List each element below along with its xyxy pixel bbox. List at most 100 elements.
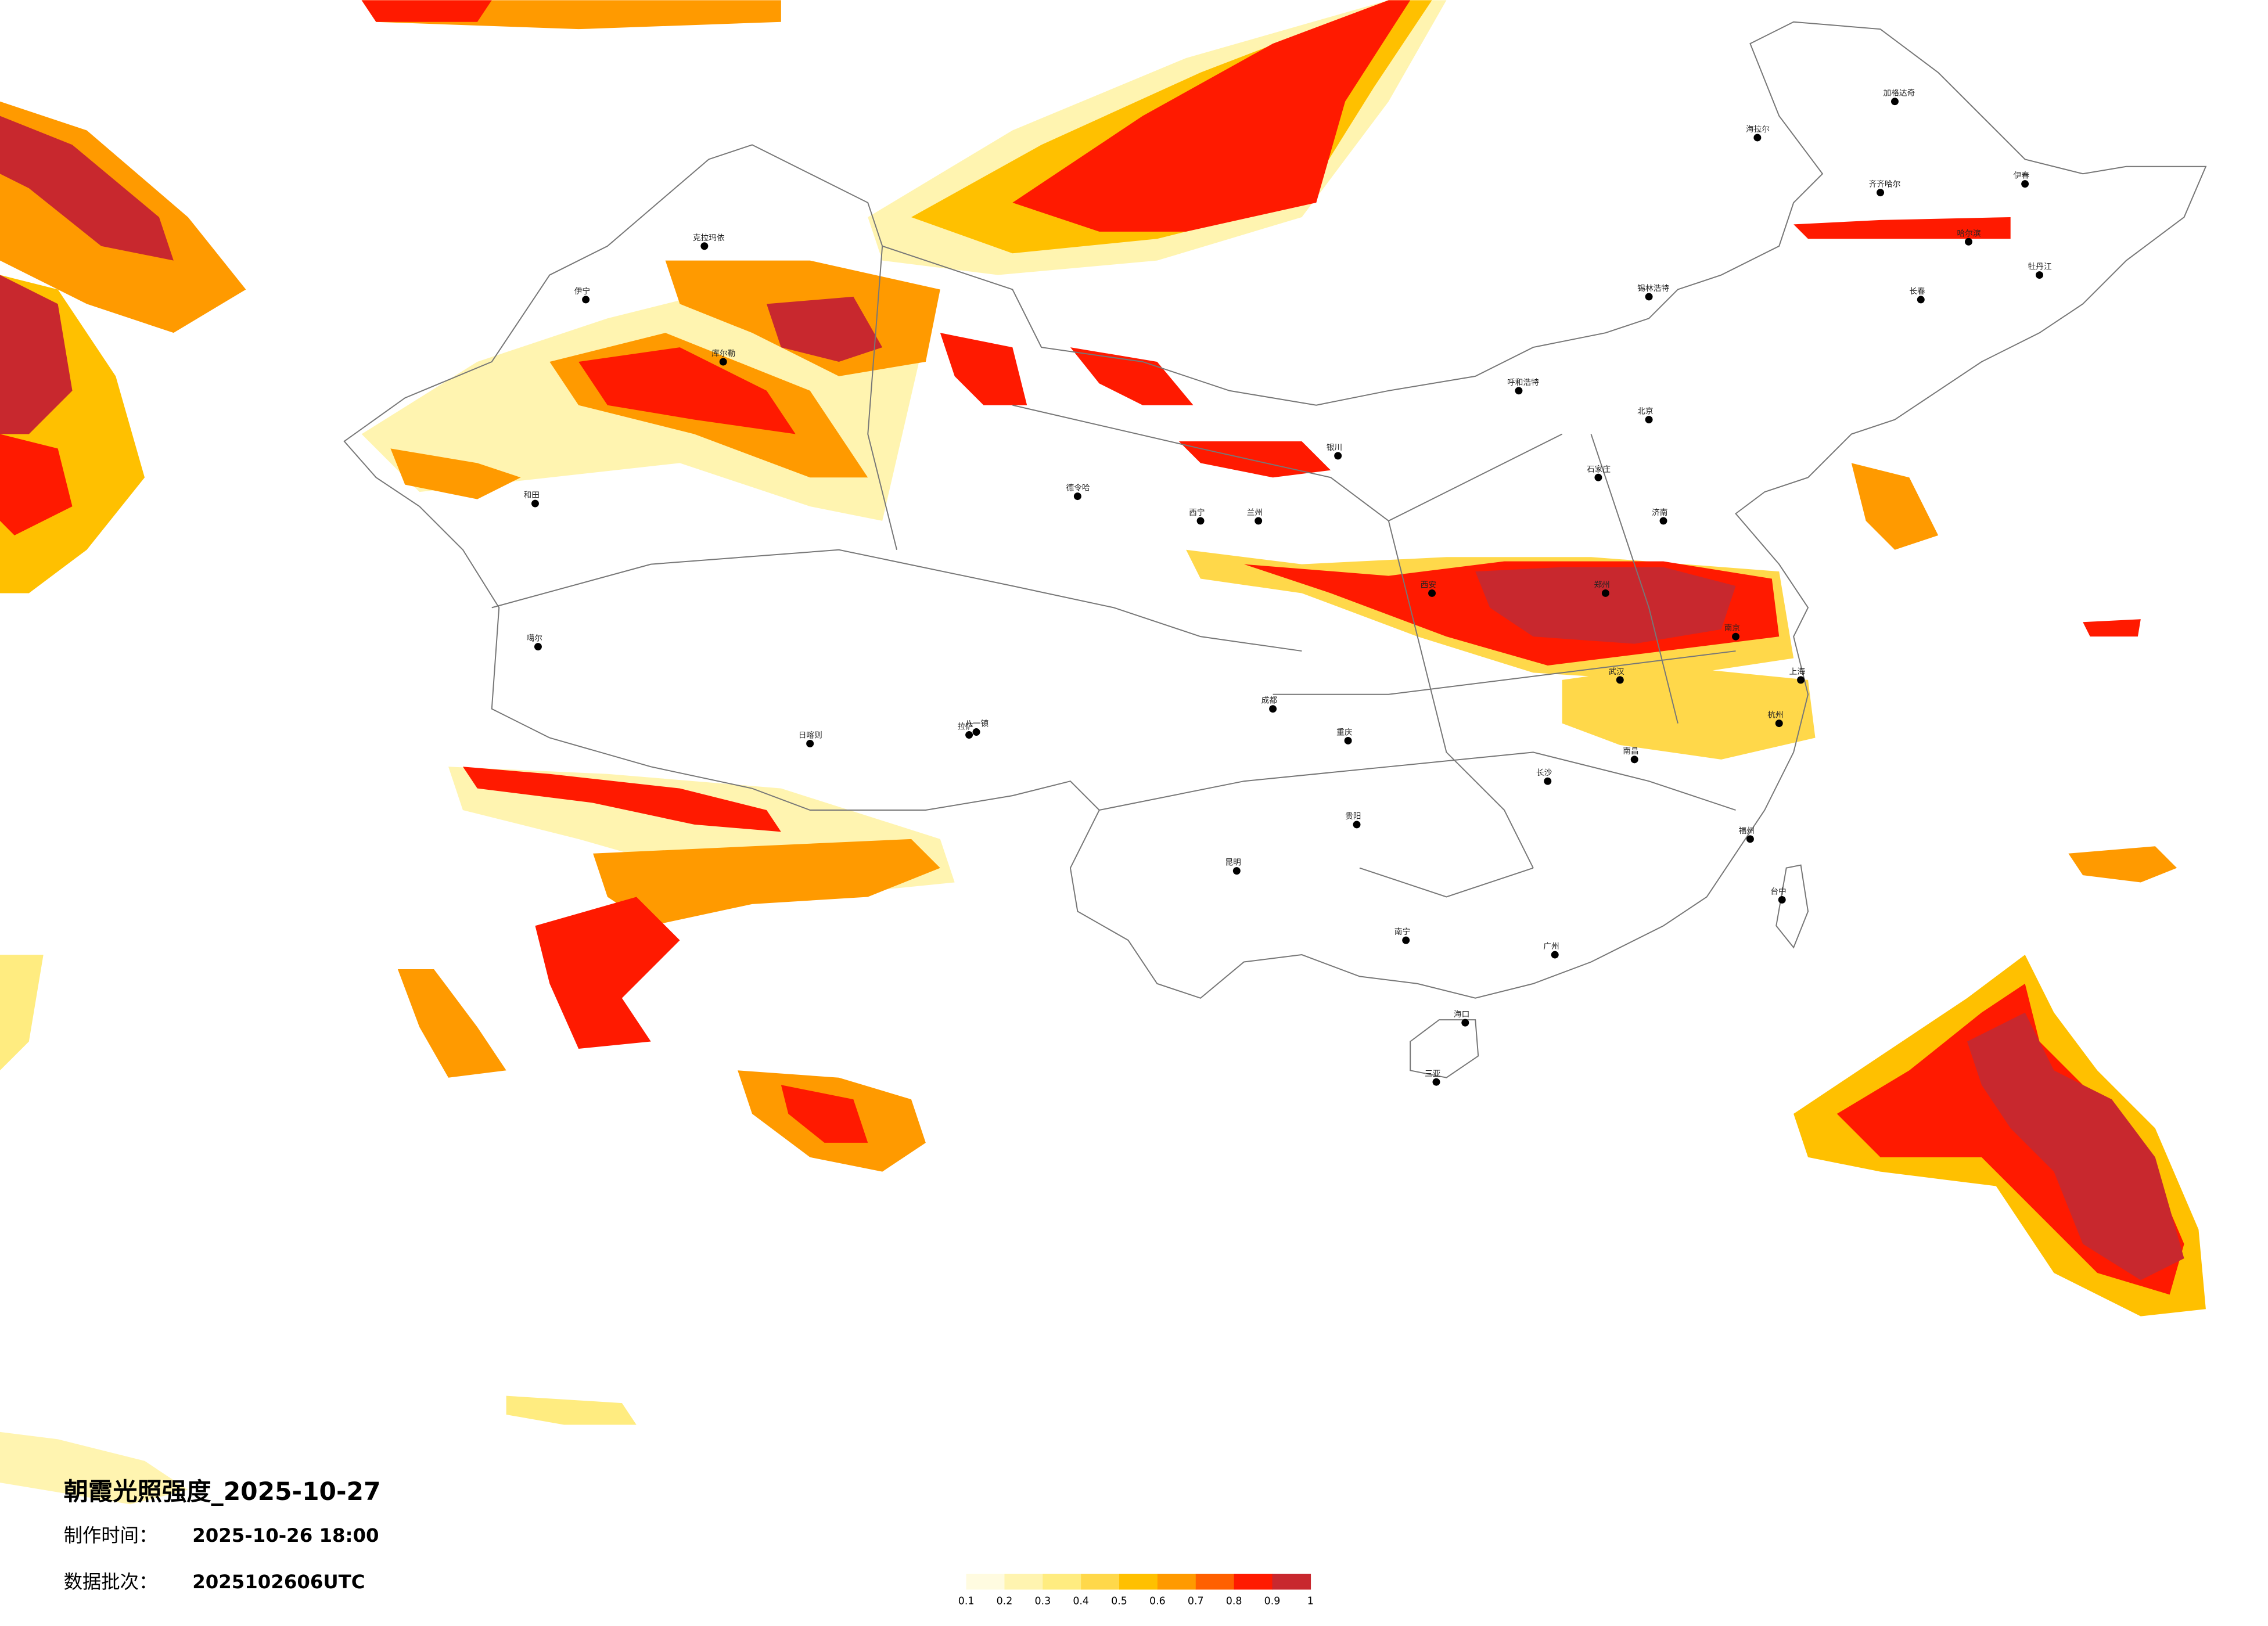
city-label: 八一镇 (965, 720, 989, 729)
city-dot (1645, 293, 1653, 301)
city-dot (1551, 951, 1559, 959)
city-dot (1601, 589, 1609, 597)
city-dot (1746, 835, 1754, 843)
city-label: 克拉玛依 (693, 233, 725, 243)
city-dot (1594, 473, 1602, 481)
city-dot (582, 296, 590, 304)
city-dot (1232, 867, 1241, 875)
boundaries (343, 21, 2207, 1078)
legend-tick-label: 0.6 (1149, 1595, 1166, 1607)
city-label: 长春 (1909, 287, 1925, 296)
city-dot (806, 739, 814, 747)
city-dot (1753, 134, 1762, 142)
city-dot (1877, 189, 1885, 197)
city-label: 南宁 (1394, 927, 1410, 937)
city-label: 德令哈 (1066, 484, 1090, 493)
city-label: 福州 (1739, 826, 1755, 836)
city-dot (965, 731, 973, 739)
city-label: 郑州 (1594, 580, 1609, 589)
city-dot (1775, 720, 1783, 728)
city-label: 锡林浩特 (1637, 284, 1669, 293)
city-dot (1630, 756, 1638, 764)
city-dot (1196, 517, 1205, 525)
legend-swatch (1004, 1573, 1044, 1590)
city-label: 杭州 (1767, 711, 1783, 720)
city-dot (719, 358, 727, 366)
legend-tick-label: 0.3 (1034, 1595, 1051, 1607)
city-dot (1616, 676, 1624, 684)
city-label: 海口 (1454, 1010, 1469, 1019)
city-dot (1402, 936, 1410, 944)
city-dot (534, 643, 542, 651)
city-label: 牡丹江 (2028, 262, 2052, 272)
city-label: 噶尔 (527, 634, 543, 643)
city-dot (1255, 517, 1263, 525)
city-label: 库尔勒 (711, 349, 735, 358)
city-label: 海拉尔 (1746, 125, 1770, 134)
legend-tick-label: 0.2 (997, 1595, 1013, 1607)
city-label: 上海 (1789, 667, 1806, 677)
city-dot (1334, 452, 1342, 460)
city-dot (1269, 705, 1277, 713)
city-dot (1073, 492, 1081, 501)
city-dot (972, 728, 980, 736)
city-dot (1732, 632, 1739, 641)
city-label: 济南 (1652, 508, 1667, 517)
city-dot (1917, 296, 1925, 304)
island (1410, 1019, 1479, 1078)
city-dot (2021, 180, 2029, 188)
city-label: 西安 (1421, 580, 1436, 589)
city-label: 和田 (524, 491, 540, 500)
city-dot (2036, 271, 2043, 279)
city-label: 伊宁 (574, 286, 590, 296)
batch-label: 数据批次： (64, 1571, 158, 1593)
province-boundary (491, 246, 1736, 898)
city-dot (1432, 1078, 1440, 1086)
legend: 0.1 0.2 0.3 0.4 0.5 0.6 0.7 0.8 0.9 1 (958, 1573, 1314, 1607)
legend-swatch (1234, 1573, 1273, 1590)
city-dot (1544, 777, 1552, 785)
batch: 2025102606UTC (192, 1571, 365, 1593)
city-label: 北京 (1637, 407, 1653, 416)
legend-tick-label: 0.9 (1264, 1595, 1281, 1607)
legend-tick-label: 0.5 (1111, 1595, 1127, 1607)
city-label: 广州 (1543, 942, 1559, 951)
city-dot (1645, 416, 1653, 424)
city-dot (531, 499, 539, 508)
made-label: 制作时间： (64, 1524, 158, 1546)
city-label: 兰州 (1247, 508, 1263, 517)
city-label: 长沙 (1536, 768, 1552, 778)
city-label: 南京 (1724, 624, 1740, 633)
city-label: 拉萨 (958, 722, 973, 732)
city-label: 南昌 (1623, 747, 1638, 756)
city-label: 武汉 (1608, 667, 1624, 677)
legend-swatch (1195, 1573, 1235, 1590)
city-dot (1515, 387, 1523, 395)
city-label: 加格达奇 (1884, 88, 1915, 98)
city-dot (1659, 517, 1667, 525)
city-label: 三亚 (1425, 1069, 1441, 1078)
city-dot (1797, 676, 1805, 684)
island (1775, 864, 1809, 949)
city-label: 贵阳 (1345, 812, 1361, 821)
legend-swatch (1119, 1573, 1158, 1590)
city-label: 伊春 (2014, 171, 2030, 181)
city-label: 齐齐哈尔 (1869, 180, 1901, 189)
legend-tick-label: 0.8 (1226, 1595, 1242, 1607)
city-label: 昆明 (1225, 858, 1241, 868)
legend-tick-label: 0.1 (958, 1595, 975, 1607)
city-label: 西宁 (1189, 508, 1205, 517)
legend-swatch (966, 1573, 1005, 1590)
city-dot (1428, 589, 1436, 597)
title: 朝霞光照强度_2025-10-27 (64, 1477, 381, 1506)
heat-layer (0, 0, 2206, 1505)
city-dot (1965, 238, 1972, 246)
city-dot (1344, 737, 1352, 744)
legend-tick-label: 0.7 (1188, 1595, 1204, 1607)
city-dot (1461, 1019, 1469, 1027)
legend-swatch (1272, 1573, 1311, 1590)
city-dot (1890, 98, 1899, 106)
city-dot (1353, 821, 1361, 829)
country-boundary (343, 21, 2207, 999)
